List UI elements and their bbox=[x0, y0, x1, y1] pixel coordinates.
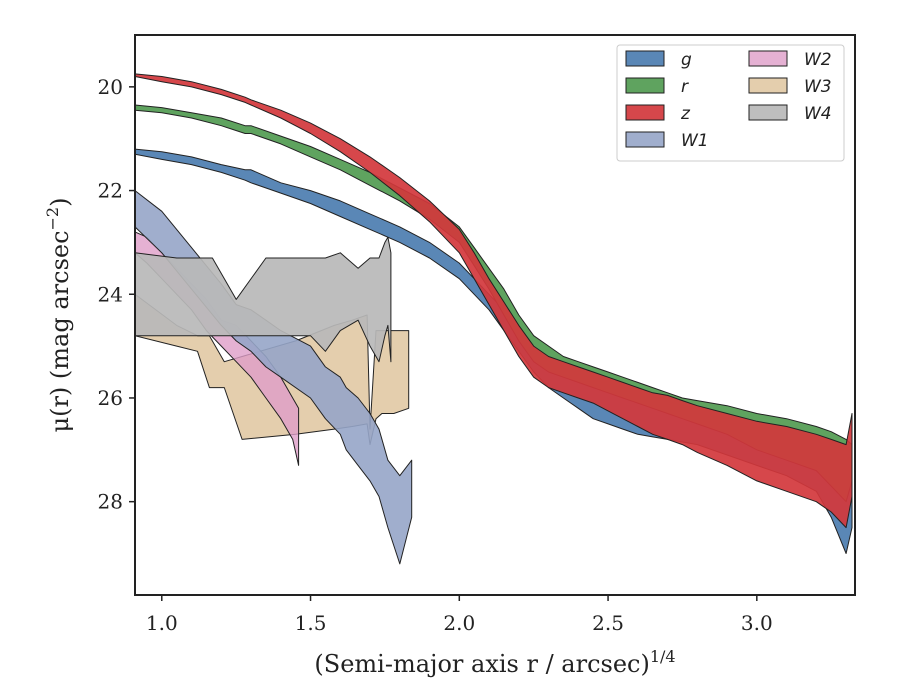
legend-swatch-w2 bbox=[749, 51, 787, 66]
legend: grz W1 W2 W3 W4 bbox=[617, 45, 844, 161]
y-axis-label: μ(r) (mag arcsec−2) bbox=[43, 198, 74, 433]
x-axis-ticks: 1.0 1.5 2.0 2.5 3.0 bbox=[146, 595, 773, 635]
x-tick-label: 2.0 bbox=[443, 611, 475, 635]
legend-swatch-w4 bbox=[749, 105, 787, 120]
x-axis-label: (Semi-major axis r / arcsec)1/4 bbox=[314, 647, 675, 678]
y-tick-label: 28 bbox=[98, 490, 123, 514]
y-tick-label: 24 bbox=[98, 282, 123, 306]
legend-swatch-r bbox=[626, 78, 664, 93]
legend-label-w4: W4 bbox=[804, 104, 832, 124]
legend-label-w3: W3 bbox=[804, 77, 832, 97]
legend-label-g: g bbox=[681, 50, 692, 70]
legend-label-w1: W1 bbox=[681, 131, 709, 151]
x-tick-label: 3.0 bbox=[741, 611, 773, 635]
x-axis-label-exponent: 1/4 bbox=[650, 647, 676, 666]
y-tick-label: 26 bbox=[98, 386, 123, 410]
x-tick-label: 1.0 bbox=[146, 611, 178, 635]
legend-swatch-z bbox=[626, 105, 664, 120]
legend-swatch-w3 bbox=[749, 78, 787, 93]
legend-label-w2: W2 bbox=[804, 50, 832, 70]
y-axis-ticks: 20 22 24 26 28 bbox=[98, 75, 135, 514]
y-axis-label-close: ) bbox=[46, 198, 74, 207]
legend-label-z: z bbox=[680, 104, 691, 124]
profile-chart: 1.0 1.5 2.0 2.5 3.0 20 22 24 26 28 (Semi-major a… bbox=[0, 0, 900, 700]
y-tick-label: 22 bbox=[98, 179, 123, 203]
x-tick-label: 2.5 bbox=[592, 611, 624, 635]
legend-swatch-g bbox=[626, 51, 664, 66]
x-tick-label: 1.5 bbox=[295, 611, 327, 635]
y-tick-label: 20 bbox=[98, 75, 123, 99]
y-axis-label-exponent: −2 bbox=[43, 207, 62, 231]
legend-swatch-w1 bbox=[626, 132, 664, 147]
legend-label-r: r bbox=[681, 77, 689, 97]
